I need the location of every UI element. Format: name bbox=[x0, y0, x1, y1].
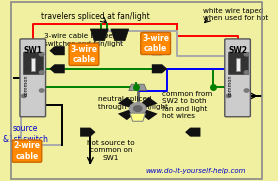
Circle shape bbox=[226, 94, 231, 98]
Polygon shape bbox=[49, 64, 65, 73]
Polygon shape bbox=[118, 107, 140, 120]
Circle shape bbox=[39, 89, 44, 92]
Text: 3-wire
cable: 3-wire cable bbox=[142, 34, 169, 53]
Polygon shape bbox=[185, 128, 200, 137]
Text: common from
SW2 to both
fan and light
hot wires: common from SW2 to both fan and light ho… bbox=[162, 91, 212, 119]
Circle shape bbox=[244, 89, 249, 92]
Text: SW2: SW2 bbox=[228, 46, 247, 55]
Polygon shape bbox=[136, 97, 158, 110]
Circle shape bbox=[39, 71, 44, 74]
Circle shape bbox=[244, 71, 249, 74]
Circle shape bbox=[244, 53, 249, 56]
Text: white wire taped
when used for hot: white wire taped when used for hot bbox=[203, 8, 268, 21]
Text: common: common bbox=[228, 74, 233, 96]
Circle shape bbox=[130, 103, 146, 114]
Text: common: common bbox=[23, 74, 28, 96]
Polygon shape bbox=[130, 113, 145, 121]
Polygon shape bbox=[80, 128, 95, 137]
Polygon shape bbox=[118, 97, 140, 110]
Circle shape bbox=[21, 94, 26, 98]
Circle shape bbox=[39, 53, 44, 56]
FancyBboxPatch shape bbox=[225, 39, 250, 117]
Text: 3-wire cable between
switches and fan/light: 3-wire cable between switches and fan/li… bbox=[44, 33, 123, 47]
Text: source
&1st switch: source &1st switch bbox=[3, 124, 48, 144]
Text: hot source to
common on
SW1: hot source to common on SW1 bbox=[87, 140, 135, 161]
Bar bbox=[228, 52, 248, 74]
Text: travelers spliced at fan/light: travelers spliced at fan/light bbox=[41, 12, 150, 21]
Polygon shape bbox=[152, 46, 167, 55]
Bar bbox=[23, 52, 43, 74]
Bar bbox=[235, 58, 240, 71]
Bar bbox=[31, 58, 35, 71]
Polygon shape bbox=[129, 84, 147, 90]
FancyBboxPatch shape bbox=[20, 39, 46, 117]
Polygon shape bbox=[136, 107, 158, 120]
Text: SW1: SW1 bbox=[23, 46, 42, 55]
Circle shape bbox=[134, 106, 142, 111]
Text: www.do-it-yourself-help.com: www.do-it-yourself-help.com bbox=[145, 168, 245, 174]
Text: 3-wire
cable: 3-wire cable bbox=[70, 45, 98, 64]
Polygon shape bbox=[111, 29, 129, 41]
Text: neutral spliced
through to fan/light: neutral spliced through to fan/light bbox=[98, 96, 168, 110]
Polygon shape bbox=[90, 29, 108, 41]
Polygon shape bbox=[152, 64, 167, 73]
Text: 2-wire
cable: 2-wire cable bbox=[13, 141, 40, 161]
Polygon shape bbox=[49, 46, 65, 55]
